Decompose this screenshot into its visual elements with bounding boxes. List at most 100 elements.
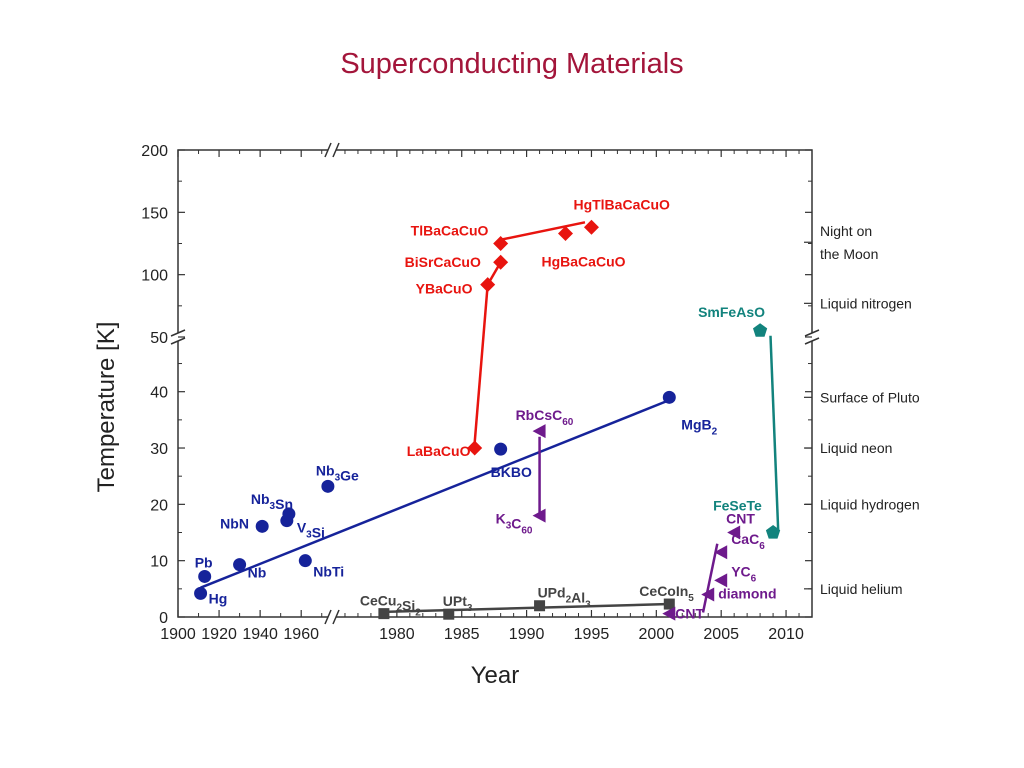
x-tick-label: 2000 bbox=[639, 626, 675, 643]
point-label: Nb bbox=[248, 565, 267, 581]
reference-label: Liquid helium bbox=[820, 581, 903, 597]
point-label: FeSeTe bbox=[713, 498, 762, 514]
point-conventional bbox=[194, 586, 208, 600]
plot-frame bbox=[170, 142, 820, 625]
point-carbon bbox=[727, 525, 741, 540]
point-label: CeCoIn5 bbox=[639, 583, 694, 604]
y-tick-label: 20 bbox=[150, 497, 168, 514]
point-label: SmFeAsO bbox=[698, 304, 765, 320]
point-cuprate bbox=[583, 219, 599, 235]
point-conventional bbox=[321, 479, 335, 493]
x-tick-label: 1985 bbox=[444, 626, 480, 643]
x-tick-label: 1900 bbox=[160, 626, 196, 643]
point-cuprate bbox=[467, 440, 483, 456]
point-label: CNT bbox=[726, 511, 755, 527]
point-conventional bbox=[255, 519, 269, 533]
point-label: Hg bbox=[209, 590, 228, 606]
point-label: UPt3 bbox=[443, 593, 473, 614]
point-cuprate bbox=[493, 236, 509, 251]
trend-line-iron bbox=[769, 335, 780, 533]
point-cuprate bbox=[493, 254, 509, 270]
reference-labels: Night on the Moon Liquid nitrogen Surface o… bbox=[804, 223, 920, 597]
y-axis-title: Temperature [K] bbox=[93, 322, 120, 493]
x-tick-label: 1980 bbox=[379, 626, 415, 643]
point-carbon bbox=[532, 424, 546, 439]
reference-label: Night on bbox=[820, 223, 872, 239]
y-tick-label: 10 bbox=[150, 554, 168, 571]
point-label: YC6 bbox=[731, 563, 756, 584]
point-conventional bbox=[298, 554, 312, 568]
point-label: RbCsC60 bbox=[516, 407, 574, 428]
y-tick-label: 30 bbox=[150, 441, 168, 458]
point-label: Pb bbox=[195, 554, 213, 570]
y-tick-label: 0 bbox=[159, 610, 168, 627]
point-label: MgB2 bbox=[681, 416, 717, 437]
x-tick-label: 2010 bbox=[768, 626, 804, 643]
axis-break-mark bbox=[324, 142, 340, 158]
point-label: Nb3Ge bbox=[316, 462, 359, 483]
point-label: Nb3Sn bbox=[251, 491, 293, 512]
reference-label: Liquid neon bbox=[820, 440, 892, 456]
point-iron bbox=[765, 525, 781, 539]
y-tick-label: 50 bbox=[150, 330, 168, 347]
axis-break-mark bbox=[324, 609, 340, 625]
point-heavy_fermion bbox=[378, 608, 390, 620]
point-carbon bbox=[714, 573, 728, 588]
reference-label: Liquid hydrogen bbox=[820, 496, 920, 512]
point-label: K3C60 bbox=[496, 511, 533, 537]
x-tick-label: 1960 bbox=[283, 626, 319, 643]
point-carbon bbox=[701, 587, 715, 602]
x-tick-label: 1990 bbox=[509, 626, 545, 643]
point-label: NbN bbox=[220, 515, 249, 531]
reference-label: the Moon bbox=[820, 246, 878, 262]
trend-line-cuprate bbox=[500, 221, 586, 241]
point-label: CNT bbox=[675, 606, 704, 622]
point-label: BKBO bbox=[491, 464, 532, 480]
y-tick-label: 150 bbox=[141, 205, 168, 222]
trend-line-carbon bbox=[701, 543, 719, 613]
trend-line-heavy_fermion bbox=[383, 602, 670, 614]
point-label: TlBaCaCuO bbox=[411, 223, 489, 239]
point-label: BiSrCaCuO bbox=[405, 254, 481, 270]
point-carbon bbox=[532, 508, 546, 523]
x-tick-label: 1920 bbox=[201, 626, 237, 643]
point-label: CeCu2Si2 bbox=[360, 593, 421, 619]
point-label: YBaCuO bbox=[416, 281, 473, 297]
point-label: V3Si bbox=[297, 520, 325, 541]
point-cuprate bbox=[558, 226, 574, 242]
point-carbon bbox=[714, 545, 728, 560]
y-tick-label: 40 bbox=[150, 385, 168, 402]
y-tick-label: 100 bbox=[141, 268, 168, 285]
y-tick-label: 200 bbox=[141, 143, 168, 160]
x-tick-label: 1940 bbox=[242, 626, 278, 643]
x-tick-label: 1995 bbox=[574, 626, 610, 643]
x-tick-label: 2005 bbox=[703, 626, 739, 643]
point-heavy_fermion bbox=[663, 598, 675, 610]
slide-title: Superconducting Materials bbox=[340, 48, 684, 80]
plot-border bbox=[177, 149, 813, 618]
point-label: HgBaCaCuO bbox=[542, 254, 626, 270]
point-carbon bbox=[662, 606, 676, 621]
point-cuprate bbox=[480, 277, 496, 293]
point-heavy_fermion bbox=[534, 600, 546, 612]
trend-lines bbox=[200, 221, 780, 614]
x-axis-title: Year bbox=[471, 662, 520, 689]
point-label: NbTi bbox=[313, 564, 344, 580]
trend-line-conventional bbox=[200, 398, 670, 589]
axis-ticks: 1900 1920 1940 1960 1980 1985 1990 1995 2000 2005… bbox=[141, 143, 813, 643]
trend-line-cuprate bbox=[473, 284, 489, 443]
point-conventional bbox=[233, 558, 247, 572]
reference-label: Surface of Pluto bbox=[820, 389, 920, 405]
point-conventional bbox=[198, 569, 212, 583]
reference-label: Liquid nitrogen bbox=[820, 295, 912, 311]
point-iron bbox=[753, 323, 768, 337]
point-conventional bbox=[282, 507, 296, 521]
point-conventional bbox=[494, 442, 508, 456]
data-points bbox=[194, 219, 781, 621]
point-label: LaBaCuO bbox=[407, 443, 471, 459]
point-label: diamond bbox=[718, 585, 776, 601]
point-label: HgTlBaCaCuO bbox=[573, 196, 670, 212]
